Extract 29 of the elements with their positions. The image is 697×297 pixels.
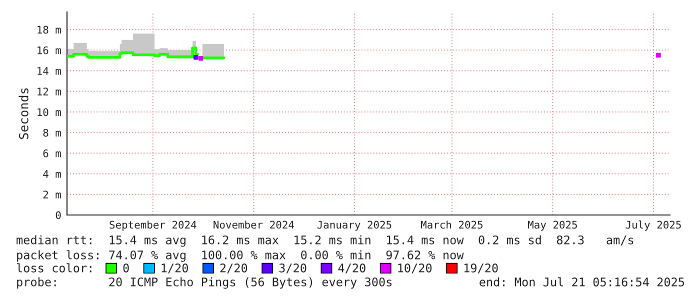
y-tick-label: 14 m — [38, 67, 61, 75]
y-tick-label: 12 m — [38, 88, 61, 96]
legend-label: 1/20 — [162, 264, 188, 274]
y-tick-label: 2 m — [43, 190, 61, 198]
y-tick-label: 10 m — [38, 108, 61, 116]
x-tick-label: November 2024 — [214, 220, 294, 229]
x-tick-label: July 2025 — [626, 220, 681, 231]
legend-label: 2/20 — [220, 264, 248, 274]
y-axis-title: Seconds — [18, 88, 28, 139]
text: end: Mon Jul 21 05:16:54 2025 — [480, 277, 684, 286]
x-tick-label: September 2024 — [110, 220, 196, 231]
legend-label: 0 — [123, 264, 129, 272]
y-tick-label: 16 m — [38, 46, 61, 54]
y-tick-label: 6 m — [43, 149, 61, 158]
y-tick-label: 8 m — [43, 128, 61, 137]
y-tick-label: 0 — [56, 211, 61, 220]
x-tick-label: March 2025 — [421, 220, 482, 229]
x-tick-label: January 2025 — [317, 220, 392, 231]
legend-label: 4/20 — [338, 264, 366, 274]
legend-label: 19/20 — [464, 264, 498, 274]
y-tick-label: 4 m — [43, 170, 61, 178]
y-tick-label: 18 m — [38, 26, 61, 34]
x-tick-label: May 2025 — [528, 220, 577, 231]
legend-label: 10/20 — [398, 264, 432, 274]
text: probe: 20 ICMP Echo Pings (56 Bytes) every 300s — [17, 277, 392, 289]
legend-label: 3/20 — [279, 264, 306, 274]
text: median rtt: 15.4 ms avg 16.2 ms max 15.2 ms min 15.4 ms now 0.2 ms sd 82.3 am/s — [16, 235, 634, 247]
text: packet loss: 74.07 % avg 100.00 % max 0.00 % min 97.62 % now — [17, 250, 464, 262]
legend-title: loss color: — [16, 263, 92, 272]
